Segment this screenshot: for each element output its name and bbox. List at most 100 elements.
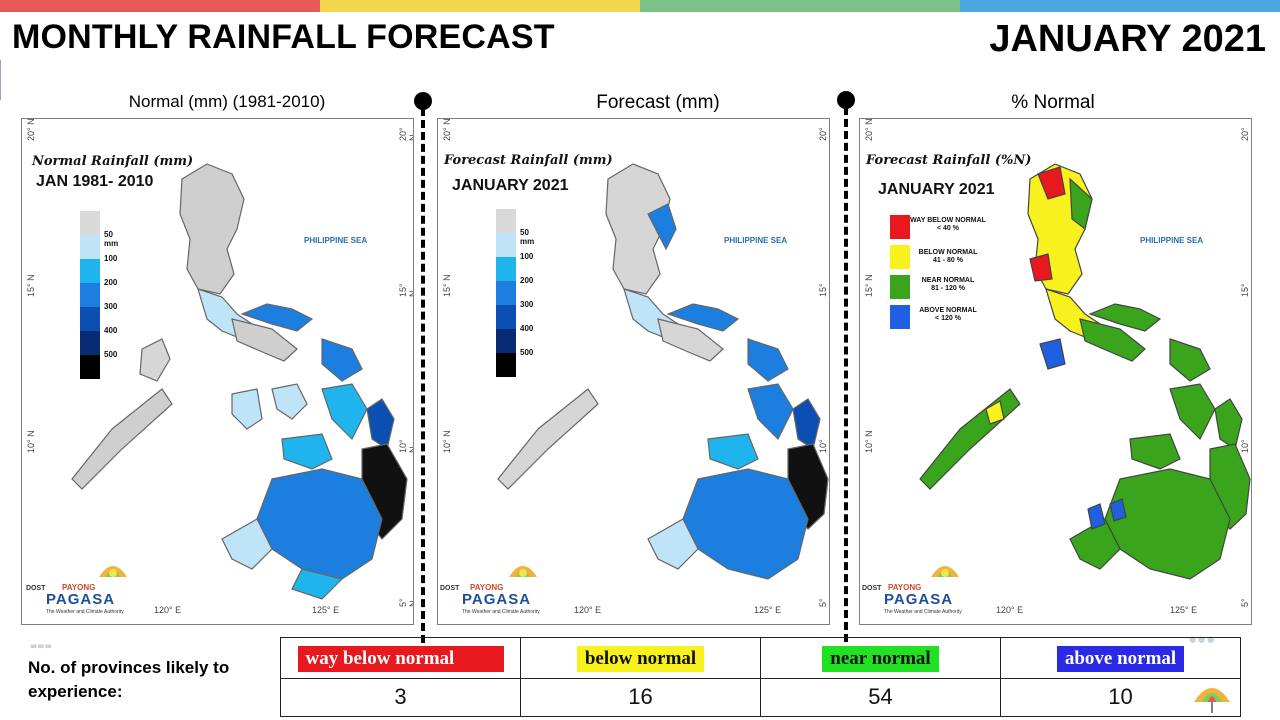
- legend-label: 400: [104, 326, 118, 335]
- table-cell: way below normal: [280, 637, 521, 679]
- map-forecast-title: Forecast Rainfall (mm): [444, 153, 613, 168]
- legend-label: 500: [104, 350, 118, 359]
- category-near-normal: near normal: [822, 645, 939, 672]
- umbrella-icon: [99, 566, 127, 577]
- lat-tick-15: 15° N: [864, 274, 874, 297]
- legend-swatch: [496, 329, 516, 353]
- legend-swatch: [890, 275, 910, 299]
- divider-pin-left: [414, 92, 432, 110]
- lon-tick-125: 125° E: [1170, 605, 1198, 615]
- lat-tick-5-right: 5° N: [398, 598, 413, 607]
- map-forecast-subtitle: JANUARY 2021: [452, 177, 569, 194]
- lat-tick-10-right: 10° N: [398, 439, 413, 453]
- legend-swatch: [80, 307, 100, 331]
- umbrella-icon: [931, 566, 959, 577]
- legend-label: 300: [104, 302, 118, 311]
- legend-swatch: [890, 245, 910, 269]
- page-title: MONTHLY RAINFALL FORECAST: [12, 18, 555, 56]
- lat-tick-15-right: 15° N: [818, 283, 829, 297]
- count-near-normal: 54: [760, 677, 1001, 718]
- legend-label: 500: [520, 348, 534, 357]
- lat-tick-15-right: 15° N: [398, 283, 413, 297]
- lat-tick-10: 10° N: [26, 430, 36, 453]
- divider-left: [421, 108, 425, 643]
- legend-label: 400: [520, 324, 534, 333]
- legend-label: 200: [520, 276, 534, 285]
- map-percent-title: Forecast Rainfall (%N): [866, 153, 1032, 168]
- map-normal-title: Normal Rainfall (mm): [32, 154, 194, 169]
- table-row: 3 16 54 10: [280, 677, 1241, 718]
- map-normal: Normal Rainfall (mm) JAN 1981- 2010 50 m…: [21, 118, 414, 625]
- lat-tick-5-right: 5° N: [1240, 598, 1251, 607]
- legend-label: 100: [104, 254, 118, 263]
- pagasa-logo: DOST PAYONG PAGASA The Weather and Clima…: [440, 559, 550, 619]
- legend-swatch: [890, 305, 910, 329]
- lat-tick-20-right: 20° N: [1240, 127, 1251, 141]
- lat-tick-10-right: 10° N: [1240, 439, 1251, 453]
- lat-tick-15-right: 15° N: [1240, 283, 1251, 297]
- legend-swatch: [80, 259, 100, 283]
- panel-label-forecast: Forecast (mm): [596, 92, 720, 113]
- philippines-map-forecast: [497, 163, 829, 580]
- legend-category: NEAR NORMAL 81 - 120 %: [921, 277, 975, 292]
- lat-tick-20-right: 20° N: [398, 127, 413, 141]
- summary-label: No. of provinces likely to experience:: [28, 658, 230, 701]
- header-bar-green: [640, 0, 960, 12]
- legend-swatch: [496, 233, 516, 257]
- legend-swatch: [80, 283, 100, 307]
- lon-tick-125: 125° E: [754, 605, 782, 615]
- legend-label: 50 mm: [104, 230, 119, 248]
- legend-label: 200: [104, 278, 118, 287]
- legend-swatch: [80, 355, 100, 379]
- category-below-normal: below normal: [576, 645, 705, 672]
- legend-swatch: [80, 331, 100, 355]
- forecast-date: JANUARY 2021: [989, 18, 1266, 60]
- header-bar-blue: [960, 0, 1280, 12]
- divider-right: [844, 107, 848, 642]
- lat-tick-20: 20° N: [442, 118, 452, 141]
- pagasa-logo: DOST PAYONG PAGASA The Weather and Clima…: [26, 559, 136, 619]
- count-way-below-normal: 3: [280, 677, 521, 718]
- legend-label: 50 mm: [520, 228, 535, 246]
- legend-swatch: [496, 305, 516, 329]
- legend-label: 100: [520, 252, 534, 261]
- sea-label: PHILIPPINE SEA: [304, 236, 368, 245]
- left-edge-line: [0, 60, 1, 100]
- map-percent-subtitle: JANUARY 2021: [878, 181, 995, 198]
- pagasa-logo: DOST PAYONG PAGASA The Weather and Clima…: [862, 559, 972, 619]
- legend-swatch: [496, 209, 516, 233]
- map-normal-subtitle: JAN 1981- 2010: [36, 173, 154, 190]
- lat-tick-20: 20° N: [26, 118, 36, 141]
- lat-tick-10: 10° N: [442, 430, 452, 453]
- table-cell: above normal: [1000, 637, 1241, 679]
- table-cell: below normal: [520, 637, 761, 679]
- table-row: way below normal below normal near norma…: [280, 637, 1241, 679]
- lat-tick-5-right: 5° N: [818, 598, 829, 607]
- count-above-normal: 10: [1000, 677, 1241, 718]
- header-color-bar: [0, 0, 1280, 12]
- sea-label: PHILIPPINE SEA: [1140, 236, 1204, 245]
- count-below-normal: 16: [520, 677, 761, 718]
- lat-tick-10-right: 10° N: [818, 439, 829, 453]
- province-count-table: way below normal below normal near norma…: [280, 637, 1241, 718]
- divider-pin-right: [837, 91, 855, 109]
- lat-tick-20-right: 20° N: [818, 127, 829, 141]
- lon-tick-120: 120° E: [154, 605, 182, 615]
- umbrella-icon: [509, 566, 537, 577]
- legend-category: WAY BELOW NORMAL < 40 %: [910, 217, 986, 232]
- lat-tick-15: 15° N: [442, 274, 452, 297]
- panel-label-percent-normal: % Normal: [1011, 92, 1095, 113]
- legend-swatch: [80, 235, 100, 259]
- legend-swatch: [890, 215, 910, 239]
- legend-swatch: [80, 211, 100, 235]
- lon-tick-120: 120° E: [996, 605, 1024, 615]
- lat-tick-20: 20° N: [864, 118, 874, 141]
- lat-tick-15: 15° N: [26, 274, 36, 297]
- legend-swatch: [496, 257, 516, 281]
- map-percent-normal: Forecast Rainfall (%N) JANUARY 2021 WAY …: [859, 118, 1252, 625]
- header-bar-yellow: [320, 0, 640, 12]
- header-bar-red: [0, 0, 320, 12]
- legend-category: ABOVE NORMAL < 120 %: [919, 307, 977, 322]
- legend-swatch: [496, 281, 516, 305]
- legend-category: BELOW NORMAL 41 - 80 %: [918, 249, 978, 264]
